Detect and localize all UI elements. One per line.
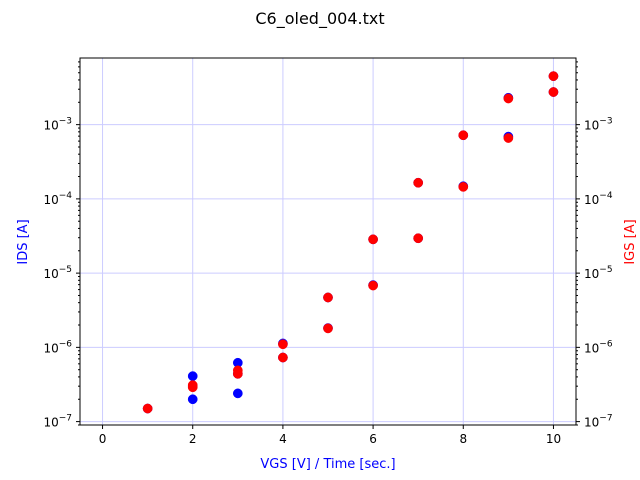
data-point [368, 280, 378, 291]
data-point [458, 182, 469, 192]
data-point [323, 323, 333, 334]
y-axis-left: 10−7 10−6 10−5 10−4 10−3 [43, 61, 80, 430]
data-points [142, 71, 559, 414]
data-point [458, 130, 469, 141]
data-point [323, 292, 333, 303]
y-tick-label-left: 10−4 [43, 191, 72, 207]
data-point [187, 371, 198, 381]
y-tick-label-right: 10−7 [584, 414, 613, 430]
chart-title: C6_oled_004.txt [255, 9, 384, 29]
series-left [142, 71, 559, 414]
y-tick-label-right: 10−4 [584, 191, 613, 207]
x-axis: 0 2 4 6 8 10 [99, 425, 561, 446]
y-tick-label-right: 10−5 [584, 265, 613, 281]
plot-frame [79, 57, 577, 426]
x-tick-label: 4 [279, 432, 287, 446]
y-tick-label-right: 10−3 [584, 117, 613, 133]
data-point [278, 352, 288, 363]
data-point [413, 233, 424, 244]
data-point [503, 93, 514, 104]
data-point [368, 234, 378, 245]
data-point [413, 177, 424, 188]
y-tick-label-right: 10−6 [584, 339, 613, 355]
x-tick-label: 8 [459, 432, 467, 446]
data-point [232, 365, 243, 376]
x-tick-label: 10 [546, 432, 561, 446]
series-right [142, 71, 559, 414]
x-tick-label: 6 [369, 432, 377, 446]
y-axis-label-left: IDS [A] [16, 219, 31, 264]
y-tick-label-left: 10−3 [43, 117, 72, 133]
y-tick-label-left: 10−6 [43, 339, 72, 355]
y-tick-label-left: 10−7 [43, 414, 72, 430]
x-axis-label: VGS [V] / Time [sec.] [260, 457, 395, 472]
data-point [503, 133, 514, 143]
data-point [142, 403, 153, 414]
data-point [187, 394, 198, 405]
data-point [548, 71, 559, 81]
grid [80, 58, 576, 425]
y-axis-label-right: IGS [A] [623, 219, 638, 264]
y-axis-right: 10−7 10−6 10−5 10−4 10−3 [576, 61, 613, 430]
data-point [187, 380, 198, 390]
x-tick-label: 2 [189, 432, 197, 446]
data-point [278, 339, 288, 350]
x-tick-label: 0 [99, 432, 107, 446]
data-point [232, 388, 243, 399]
y-tick-label-left: 10−5 [43, 265, 72, 281]
data-point [548, 87, 559, 97]
